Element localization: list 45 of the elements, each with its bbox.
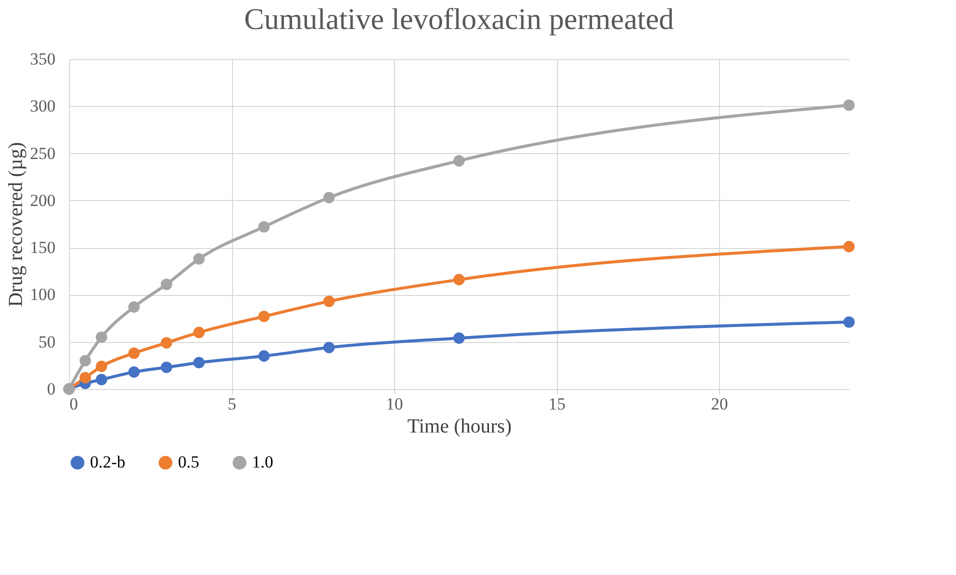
point	[80, 355, 91, 366]
point	[96, 360, 108, 372]
y-tick-label: 350	[30, 50, 56, 68]
point	[96, 331, 108, 343]
y-tick-label: 150	[30, 238, 56, 258]
x-tick-label: 0	[70, 394, 78, 414]
point	[323, 342, 335, 354]
point	[193, 326, 205, 338]
point	[160, 362, 172, 374]
point	[323, 192, 335, 204]
point	[453, 274, 465, 286]
point	[323, 296, 335, 308]
point	[258, 221, 270, 233]
y-tick-label: 250	[30, 144, 56, 163]
x-tick-label: 10	[386, 394, 403, 414]
point	[258, 310, 270, 322]
point	[193, 356, 205, 368]
point	[128, 347, 140, 359]
y-tick-label: 100	[30, 285, 56, 304]
point	[80, 372, 91, 384]
point	[96, 374, 108, 386]
x-tick-label: 5	[228, 394, 236, 414]
point	[843, 100, 855, 111]
y-tick-label: 300	[30, 96, 56, 116]
y-tick-label: 50	[38, 332, 56, 352]
point	[843, 240, 855, 252]
x-axis-title: Time (hours)	[407, 416, 512, 438]
x-tick-label: 15	[548, 394, 566, 414]
point	[128, 301, 140, 313]
point	[160, 337, 172, 348]
point	[843, 316, 855, 328]
chart-title: Cumulative levofloxacin permeated	[244, 3, 674, 36]
legend-label: 0.5	[178, 452, 200, 472]
y-tick-label: 0	[47, 380, 56, 398]
y-axis-title: Drug recovered (µg)	[5, 142, 27, 307]
point	[193, 253, 205, 265]
legend-label: 1.0	[252, 452, 274, 472]
legend-label: 0.2-b	[90, 452, 126, 472]
point	[160, 278, 172, 290]
point	[453, 332, 465, 344]
x-tick-label: 20	[711, 394, 728, 414]
point	[128, 366, 140, 378]
point	[258, 350, 270, 362]
y-tick-label: 200	[30, 190, 56, 210]
point	[453, 155, 465, 167]
